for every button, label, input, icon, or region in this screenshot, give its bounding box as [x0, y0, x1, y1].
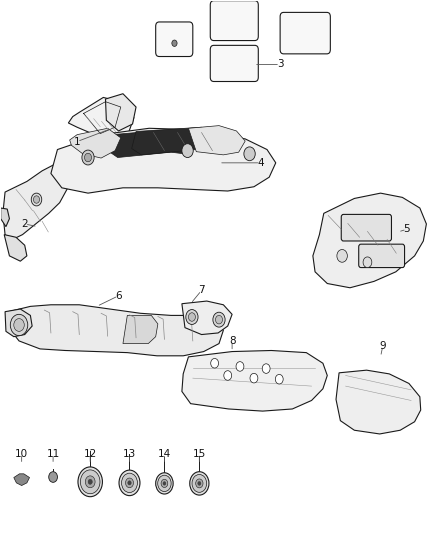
Polygon shape — [182, 301, 232, 335]
Circle shape — [119, 470, 140, 496]
Circle shape — [81, 470, 100, 494]
Circle shape — [128, 481, 131, 485]
Circle shape — [192, 474, 207, 492]
Circle shape — [88, 479, 92, 484]
Text: 11: 11 — [46, 449, 60, 458]
Circle shape — [33, 196, 39, 203]
FancyBboxPatch shape — [210, 1, 258, 41]
Polygon shape — [6, 305, 223, 356]
Circle shape — [122, 473, 138, 492]
Polygon shape — [108, 130, 192, 158]
Text: 12: 12 — [84, 449, 97, 458]
Circle shape — [190, 472, 209, 495]
Text: 10: 10 — [15, 449, 28, 458]
Polygon shape — [313, 193, 426, 288]
Circle shape — [11, 314, 28, 336]
Circle shape — [363, 257, 372, 268]
Text: 9: 9 — [379, 341, 386, 351]
Circle shape — [250, 373, 258, 383]
Circle shape — [85, 476, 95, 488]
Circle shape — [158, 475, 171, 491]
Polygon shape — [123, 316, 158, 344]
Text: 15: 15 — [193, 449, 206, 458]
Polygon shape — [4, 235, 27, 261]
Circle shape — [196, 479, 203, 488]
Text: 3: 3 — [277, 60, 283, 69]
Text: 1: 1 — [74, 136, 81, 147]
FancyBboxPatch shape — [155, 22, 193, 56]
Polygon shape — [336, 370, 421, 434]
Circle shape — [155, 473, 173, 494]
Text: 14: 14 — [158, 449, 171, 458]
Circle shape — [224, 370, 232, 380]
Polygon shape — [51, 128, 276, 193]
Polygon shape — [182, 351, 327, 411]
Polygon shape — [3, 163, 71, 240]
Polygon shape — [1, 208, 10, 227]
Circle shape — [236, 362, 244, 371]
Text: 2: 2 — [21, 219, 28, 229]
Circle shape — [14, 319, 24, 332]
Circle shape — [78, 467, 102, 497]
Circle shape — [262, 364, 270, 373]
Circle shape — [215, 316, 223, 324]
Text: 13: 13 — [123, 449, 136, 458]
Polygon shape — [70, 128, 121, 158]
Circle shape — [198, 481, 201, 486]
Text: 4: 4 — [257, 158, 264, 168]
Circle shape — [276, 374, 283, 384]
FancyBboxPatch shape — [280, 12, 330, 54]
Text: 8: 8 — [229, 336, 235, 346]
Circle shape — [172, 40, 177, 46]
Polygon shape — [14, 474, 29, 486]
Text: 5: 5 — [403, 224, 410, 235]
Circle shape — [188, 313, 195, 321]
Circle shape — [182, 144, 193, 158]
Circle shape — [163, 482, 166, 485]
Circle shape — [186, 310, 198, 325]
Circle shape — [31, 193, 42, 206]
Polygon shape — [68, 98, 134, 144]
Circle shape — [82, 150, 94, 165]
Polygon shape — [106, 94, 136, 131]
Circle shape — [244, 147, 255, 161]
Circle shape — [337, 249, 347, 262]
Circle shape — [85, 154, 92, 162]
FancyBboxPatch shape — [341, 214, 392, 241]
FancyBboxPatch shape — [210, 45, 258, 82]
Text: 6: 6 — [115, 290, 122, 301]
Text: 7: 7 — [198, 286, 205, 295]
Circle shape — [161, 479, 168, 488]
Circle shape — [213, 312, 225, 327]
Polygon shape — [5, 309, 32, 337]
FancyBboxPatch shape — [359, 244, 405, 268]
Circle shape — [211, 359, 219, 368]
Circle shape — [126, 478, 134, 488]
Circle shape — [49, 472, 57, 482]
Polygon shape — [132, 127, 218, 155]
Polygon shape — [188, 126, 245, 155]
